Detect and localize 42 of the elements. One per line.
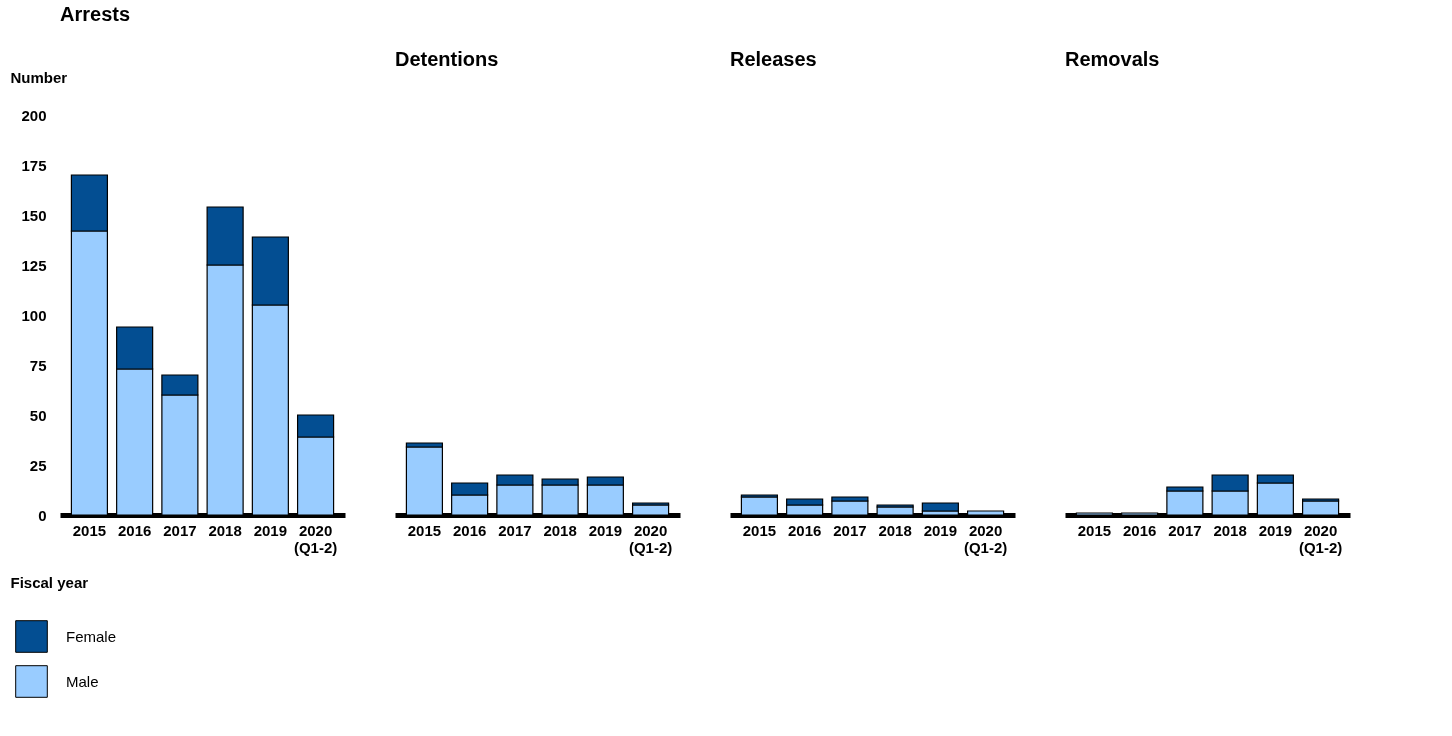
chart-title: Detentions: [395, 48, 499, 70]
x-tick-label: 2019: [588, 521, 623, 539]
x-tick-label: 2016: [117, 521, 152, 539]
chart-title: Arrests: [60, 3, 131, 25]
y-tick-label: 75: [29, 356, 47, 374]
x-tick-label: 2018: [878, 521, 912, 539]
x-tick-label: 2018: [208, 521, 242, 539]
x-tick-label: 2015: [407, 521, 442, 539]
y-tick-label: 150: [21, 206, 47, 224]
x-tick-label: 2020 (Q1-2): [628, 521, 673, 556]
x-tick-label: 2015: [72, 521, 107, 539]
y-tick-label: 25: [29, 456, 47, 474]
chart-title: Removals: [1065, 48, 1160, 70]
chart-title: Releases: [730, 48, 817, 70]
x-tick-label: 2016: [787, 521, 822, 539]
x-tick-label: 2019: [253, 521, 288, 539]
x-tick-label: 2017: [833, 521, 867, 539]
y-tick-label: 50: [29, 406, 47, 424]
x-tick-label: 2016: [1122, 521, 1157, 539]
y-tick-label: 200: [21, 106, 47, 124]
y-tick-label: 0: [38, 506, 47, 524]
x-tick-label: 2020 (Q1-2): [293, 521, 338, 556]
x-tick-label: 2016: [452, 521, 487, 539]
y-axis-title: Number: [10, 68, 68, 86]
x-tick-label: 2017: [163, 521, 197, 539]
x-tick-label: 2017: [498, 521, 532, 539]
x-tick-label: 2019: [1258, 521, 1293, 539]
x-tick-label: 2020 (Q1-2): [963, 521, 1008, 556]
legend-label: Female: [66, 627, 117, 645]
x-tick-label: 2020 (Q1-2): [1298, 521, 1343, 556]
x-axis-title: Fiscal year: [10, 573, 89, 591]
x-tick-label: 2018: [543, 521, 577, 539]
y-tick-label: 100: [21, 306, 47, 324]
x-tick-label: 2015: [742, 521, 777, 539]
y-tick-label: 175: [21, 156, 47, 174]
bar: [921, 502, 959, 512]
x-tick-label: 2015: [1077, 521, 1112, 539]
y-tick-label: 125: [21, 256, 47, 274]
legend-label: Male: [66, 672, 99, 690]
x-tick-label: 2018: [1213, 521, 1247, 539]
x-tick-label: 2017: [1168, 521, 1202, 539]
x-tick-label: 2019: [923, 521, 958, 539]
